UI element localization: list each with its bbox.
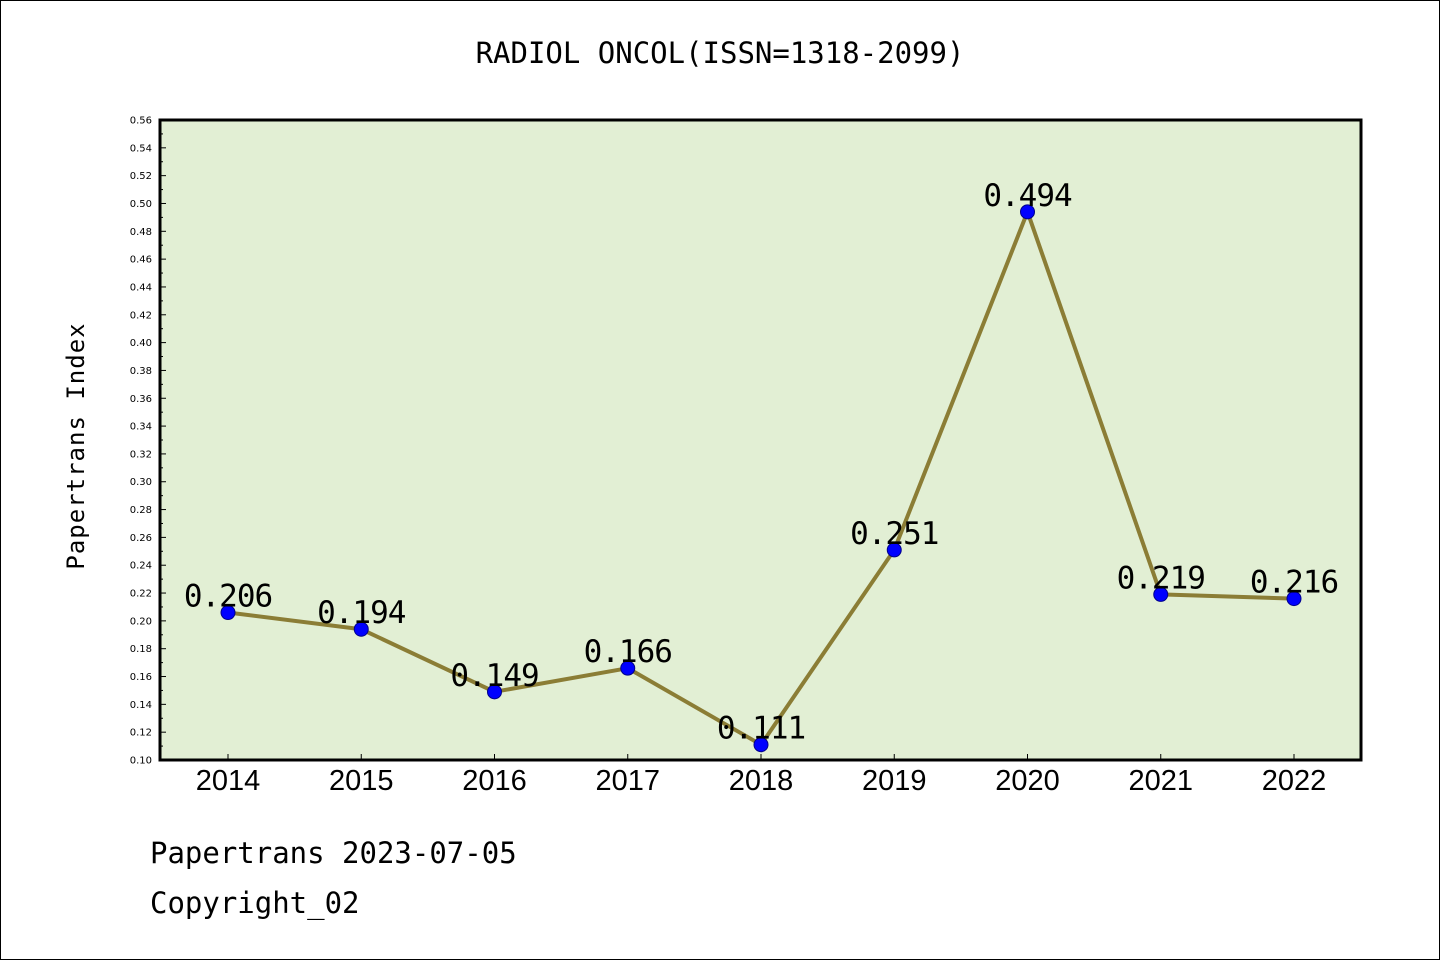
y-tick-label: 0.36 bbox=[130, 394, 152, 405]
y-tick-label: 0.30 bbox=[130, 477, 152, 488]
y-tick-label: 0.50 bbox=[130, 199, 152, 210]
x-tick-label: 2017 bbox=[595, 765, 660, 797]
data-label: 0.111 bbox=[717, 711, 805, 747]
data-point bbox=[1020, 204, 1035, 220]
data-label: 0.216 bbox=[1250, 565, 1338, 601]
y-tick-label: 0.38 bbox=[130, 366, 152, 377]
y-tick-label: 0.48 bbox=[130, 227, 152, 238]
x-tick-label: 2019 bbox=[862, 765, 927, 797]
y-tick-label: 0.16 bbox=[130, 672, 152, 683]
footer-copyright: Copyright_02 bbox=[150, 886, 360, 920]
y-tick-label: 0.52 bbox=[130, 171, 152, 182]
data-point bbox=[753, 737, 769, 753]
data-label: 0.494 bbox=[983, 178, 1072, 214]
data-label: 0.166 bbox=[584, 634, 672, 670]
y-tick-label: 0.40 bbox=[130, 338, 152, 349]
y-tick-label: 0.12 bbox=[130, 728, 152, 739]
data-point bbox=[353, 621, 369, 637]
data-point bbox=[487, 684, 502, 700]
y-tick-label: 0.28 bbox=[130, 505, 152, 516]
y-tick-label: 0.42 bbox=[130, 310, 152, 321]
data-label: 0.219 bbox=[1117, 560, 1205, 596]
y-tick-label: 0.24 bbox=[130, 561, 152, 572]
x-tick-label: 2016 bbox=[462, 765, 527, 797]
chart-title: RADIOL ONCOL(ISSN=1318-2099) bbox=[475, 36, 965, 70]
data-label: 0.251 bbox=[850, 516, 938, 552]
x-tick-label: 2018 bbox=[729, 765, 794, 797]
plot-area bbox=[160, 120, 1361, 760]
data-label: 0.206 bbox=[184, 579, 272, 615]
x-tick-label: 2022 bbox=[1262, 765, 1327, 797]
y-tick-label: 0.56 bbox=[130, 116, 152, 127]
y-tick-label: 0.44 bbox=[130, 282, 152, 293]
data-point bbox=[1286, 591, 1302, 607]
x-tick-label: 2021 bbox=[1128, 765, 1193, 797]
data-point bbox=[1153, 586, 1169, 602]
x-tick-label: 2014 bbox=[196, 765, 261, 797]
data-label: 0.149 bbox=[450, 658, 538, 694]
y-tick-label: 0.20 bbox=[130, 616, 152, 627]
y-tick-label: 0.22 bbox=[130, 589, 152, 600]
y-tick-label: 0.10 bbox=[130, 756, 152, 767]
plot-border bbox=[158, 118, 1363, 762]
x-tick-label: 2015 bbox=[329, 765, 394, 797]
data-label: 0.194 bbox=[317, 595, 406, 631]
data-point bbox=[220, 605, 236, 621]
y-tick-label: 0.32 bbox=[130, 449, 152, 460]
y-tick-label: 0.18 bbox=[130, 644, 152, 655]
y-tick-label: 0.46 bbox=[130, 255, 152, 266]
data-point bbox=[620, 660, 636, 676]
y-tick-label: 0.26 bbox=[130, 533, 152, 544]
x-tick-label: 2020 bbox=[995, 765, 1060, 797]
footer-date: Papertrans 2023-07-05 bbox=[150, 836, 517, 870]
data-point bbox=[886, 542, 902, 558]
y-tick-label: 0.34 bbox=[130, 422, 152, 433]
y-tick-label: 0.54 bbox=[130, 143, 152, 154]
y-tick-label: 0.14 bbox=[130, 700, 152, 711]
